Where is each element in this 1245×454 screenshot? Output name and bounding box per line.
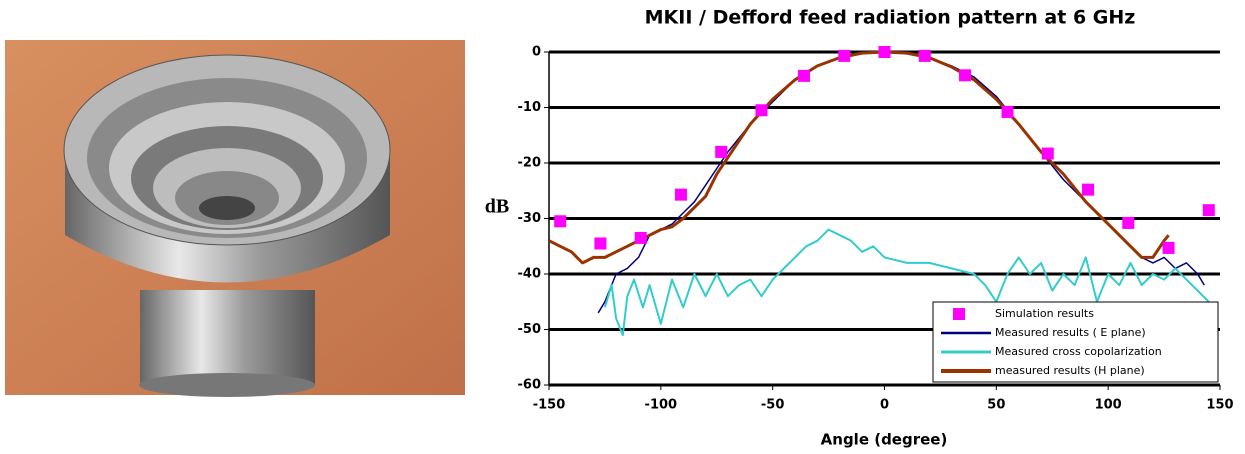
x-axis-label: Angle (degree) xyxy=(821,431,948,449)
y-tick-label: -40 xyxy=(518,267,542,282)
y-tick-label: -10 xyxy=(518,100,542,115)
x-tick-label: 50 xyxy=(987,398,1005,413)
x-tick-label: 150 xyxy=(1206,398,1233,413)
marker xyxy=(635,232,647,244)
legend-label: Measured results ( E plane) xyxy=(995,326,1146,339)
legend-swatch xyxy=(953,308,965,320)
x-tick-label: 0 xyxy=(880,398,889,413)
marker xyxy=(755,104,767,116)
x-tick-label: -150 xyxy=(533,398,566,413)
legend: Simulation results Measured results ( E p… xyxy=(933,302,1218,382)
marker xyxy=(554,215,566,227)
y-axis-label: dB xyxy=(485,196,509,218)
page: {"chart_data": { "type": "line", "title"… xyxy=(0,0,1245,454)
x-tick-label: -50 xyxy=(761,398,785,413)
legend-label: Measured cross copolarization xyxy=(995,345,1162,358)
marker xyxy=(838,50,850,62)
y-tick-label: -50 xyxy=(518,322,542,337)
marker xyxy=(715,146,727,158)
marker xyxy=(594,237,606,249)
marker xyxy=(879,46,891,58)
y-tick-label: -20 xyxy=(518,156,542,171)
y-tick-label: 0 xyxy=(532,45,541,60)
series-line xyxy=(549,52,1169,263)
marker xyxy=(798,70,810,82)
marker xyxy=(1002,106,1014,118)
y-tick-label: -30 xyxy=(518,211,542,226)
figure: MKII / Defford feed radiation pattern at… xyxy=(0,0,1245,454)
feed-photo xyxy=(5,40,465,397)
x-tick-label: 100 xyxy=(1095,398,1122,413)
chart-title: MKII / Defford feed radiation pattern at… xyxy=(645,7,1136,29)
marker xyxy=(675,189,687,201)
x-tick-label: -100 xyxy=(645,398,678,413)
legend-label: measured results (H plane) xyxy=(995,364,1145,377)
marker xyxy=(1042,148,1054,160)
marker xyxy=(1082,184,1094,196)
marker xyxy=(1163,242,1175,254)
marker xyxy=(1203,204,1215,216)
y-tick-label: -60 xyxy=(518,378,542,393)
marker xyxy=(919,50,931,62)
marker xyxy=(1122,217,1134,229)
legend-label: Simulation results xyxy=(995,307,1094,320)
marker xyxy=(959,69,971,81)
